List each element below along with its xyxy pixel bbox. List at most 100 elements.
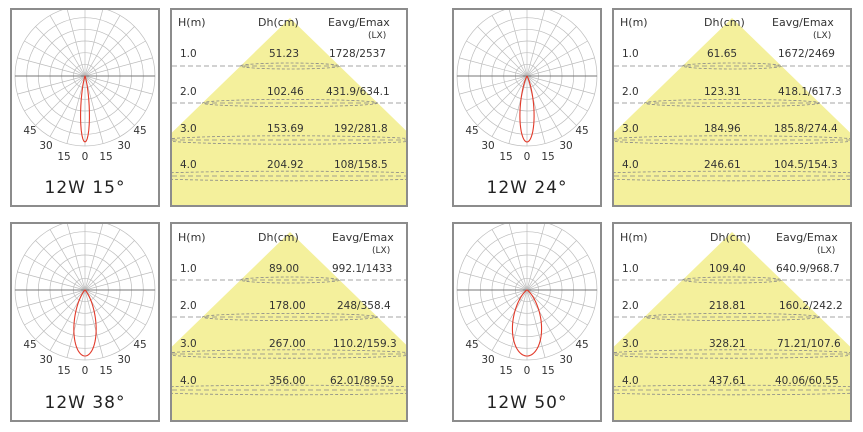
row-height: 2.0 <box>622 86 639 98</box>
row-height: 3.0 <box>622 123 639 135</box>
row-illuminance: 71.21/107.6 <box>777 338 841 350</box>
row-illuminance: 160.2/242.2 <box>779 300 843 312</box>
polar-panel-38: 45 30 15 0 15 30 45 12W 38° <box>10 222 160 422</box>
row-illuminance: 192/281.8 <box>334 123 388 135</box>
angle-label: 45 <box>465 339 478 351</box>
header-unit: (LX) <box>813 31 832 41</box>
row-height: 2.0 <box>180 300 197 312</box>
row-illuminance: 104.5/154.3 <box>774 159 838 171</box>
angle-label: 30 <box>559 354 572 366</box>
angle-label: 45 <box>23 339 36 351</box>
header-unit: (LX) <box>817 246 836 256</box>
beam-cone-shape <box>614 18 850 205</box>
header-unit: (LX) <box>372 246 391 256</box>
row-diameter: 89.00 <box>269 263 300 275</box>
beam-cone <box>172 18 406 205</box>
angle-label: 0 <box>82 151 89 163</box>
beam-cone <box>172 232 406 420</box>
angle-label: 15 <box>57 365 70 377</box>
angle-label: 30 <box>559 140 572 152</box>
header-unit: (LX) <box>368 31 387 41</box>
angle-label: 15 <box>541 365 554 377</box>
angle-label: 30 <box>481 354 494 366</box>
row-diameter: 246.61 <box>704 159 741 171</box>
header-illuminance: Eavg/Emax <box>328 16 390 29</box>
header-diameter: Dh(cm) <box>704 16 745 29</box>
row-diameter: 218.81 <box>709 300 746 312</box>
angle-label: 30 <box>39 140 52 152</box>
header-height: H(m) <box>620 16 648 29</box>
polar-panel-24: 45 30 15 0 15 30 45 12W 24° <box>452 8 602 207</box>
beam-ellipse <box>682 276 782 284</box>
beam-ellipse <box>240 276 340 284</box>
angle-label: 15 <box>499 365 512 377</box>
row-illuminance: 185.8/274.4 <box>774 123 838 135</box>
beam-curve <box>80 75 90 143</box>
polar-grid <box>456 10 598 147</box>
beam-curve <box>511 289 543 357</box>
row-diameter: 356.00 <box>269 375 306 387</box>
beam-cone-shape <box>614 232 850 420</box>
row-illuminance: 431.9/634.1 <box>326 86 390 98</box>
row-height: 1.0 <box>622 263 639 275</box>
angle-label: 0 <box>82 365 89 377</box>
row-height: 4.0 <box>180 159 197 171</box>
row-diameter: 328.21 <box>709 338 746 350</box>
row-height: 3.0 <box>180 123 197 135</box>
beam-cone-shape <box>172 18 406 205</box>
header-diameter: Dh(cm) <box>258 231 299 244</box>
header-illuminance: Eavg/Emax <box>332 231 394 244</box>
row-height: 3.0 <box>622 338 639 350</box>
row-illuminance: 40.06/60.55 <box>775 375 839 387</box>
beam-cone-shape <box>172 232 406 420</box>
row-diameter: 178.00 <box>269 300 306 312</box>
row-height: 4.0 <box>622 375 639 387</box>
beam-ellipse <box>614 349 850 359</box>
row-diameter: 102.46 <box>267 86 304 98</box>
beam-table-panel-50: H(m) Dh(cm) Eavg/Emax (LX) 1.0 109.40 64… <box>612 222 852 422</box>
beam-curve <box>73 289 97 357</box>
row-diameter: 61.65 <box>707 48 738 60</box>
row-height: 4.0 <box>622 159 639 171</box>
angle-label: 30 <box>481 140 494 152</box>
beam-cone <box>614 18 850 205</box>
row-diameter: 267.00 <box>269 338 306 350</box>
beam-ellipse <box>202 313 378 322</box>
row-illuminance: 110.2/159.3 <box>333 338 397 350</box>
angle-label: 15 <box>57 151 70 163</box>
row-height: 2.0 <box>622 300 639 312</box>
angle-label: 30 <box>117 354 130 366</box>
row-height: 4.0 <box>180 375 197 387</box>
beam-table-panel-24: H(m) Dh(cm) Eavg/Emax (LX) 1.0 61.65 167… <box>612 8 852 207</box>
beam-ellipse <box>644 313 820 322</box>
angle-label: 0 <box>524 151 531 163</box>
header-height: H(m) <box>620 231 648 244</box>
row-illuminance: 1672/2469 <box>778 48 835 60</box>
angle-label: 15 <box>499 151 512 163</box>
row-illuminance: 992.1/1433 <box>332 263 393 275</box>
panel-title: 12W 38° <box>44 393 126 413</box>
panel-title: 12W 24° <box>486 178 568 198</box>
angle-label: 45 <box>465 125 478 137</box>
angle-label: 45 <box>133 125 146 137</box>
beam-ellipse <box>172 349 406 359</box>
beam-curve <box>519 75 535 143</box>
row-height: 1.0 <box>180 48 197 60</box>
row-height: 3.0 <box>180 338 197 350</box>
row-diameter: 153.69 <box>267 123 304 135</box>
angle-label: 0 <box>524 365 531 377</box>
beam-ellipse <box>682 62 782 70</box>
row-diameter: 204.92 <box>267 159 304 171</box>
row-height: 1.0 <box>622 48 639 60</box>
header-illuminance: Eavg/Emax <box>772 16 834 29</box>
angle-label: 45 <box>23 125 36 137</box>
angle-label: 15 <box>99 151 112 163</box>
angle-label: 30 <box>39 354 52 366</box>
row-diameter: 51.23 <box>269 48 300 60</box>
header-height: H(m) <box>178 16 206 29</box>
beam-ellipse <box>240 62 340 70</box>
beam-table-panel-15: H(m) Dh(cm) Eavg/Emax (LX) 1.0 51.23 172… <box>170 8 408 207</box>
